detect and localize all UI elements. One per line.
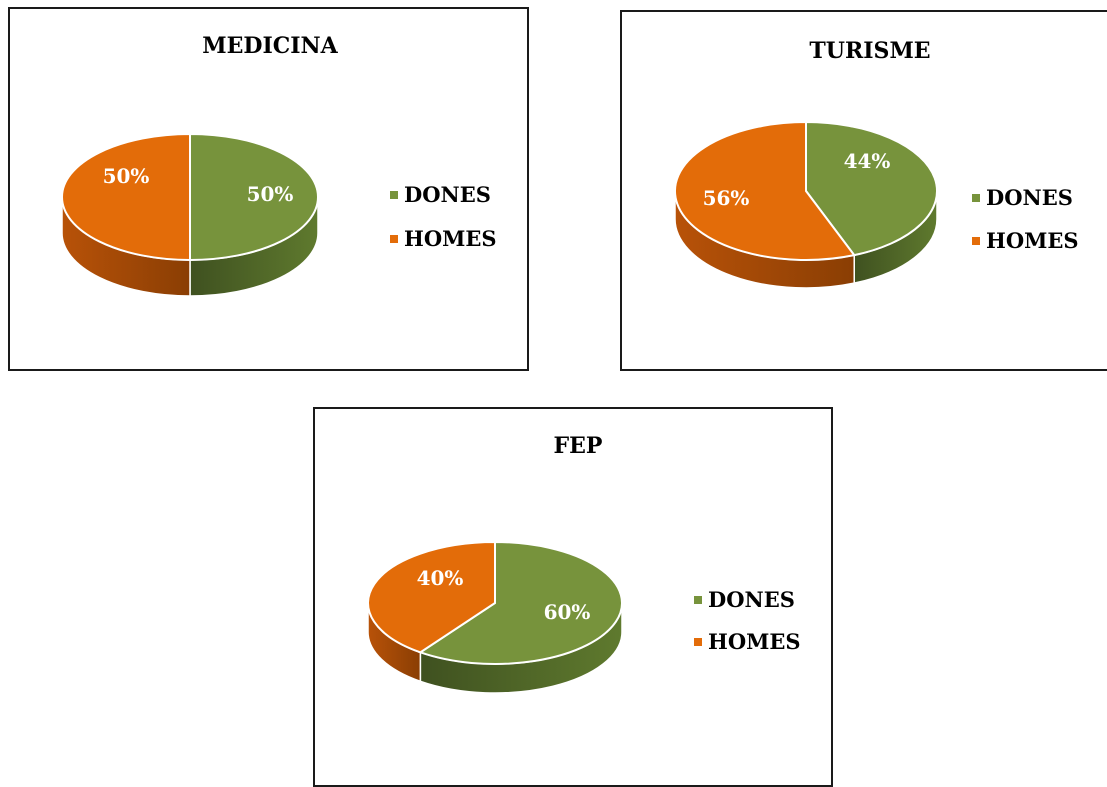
legend-swatch-dones (390, 191, 398, 199)
pie-slice-dones (189, 132, 319, 262)
data-label-dones: 50% (247, 182, 294, 206)
legend-swatch-homes (972, 237, 980, 245)
legend-swatch-homes (390, 235, 398, 243)
legend-swatch-dones (694, 596, 702, 604)
legend-label-dones: DONES (708, 587, 795, 612)
pie-slice-homes (367, 540, 496, 654)
pie-slice-homes (61, 132, 191, 262)
legend: DONES HOMES (694, 587, 801, 654)
pie-slice-homes (674, 120, 856, 261)
legend-label-homes: HOMES (986, 228, 1079, 253)
chart-panel-fep: FEP 60% 40% DONES HOMES (313, 407, 833, 787)
data-label-homes: 56% (703, 186, 750, 210)
chart-panel-medicina: MEDICINA 50% 50% DONES HOMES (8, 7, 529, 371)
legend-label-homes: HOMES (708, 629, 801, 654)
pie-turisme: 44% 56% (674, 120, 938, 289)
pie-chart-turisme: TURISME 44% 56% DONES HOMES (674, 38, 1079, 289)
pie-medicina: 50% 50% (61, 132, 319, 297)
legend-swatch-homes (694, 638, 702, 646)
data-label-homes: 50% (103, 164, 150, 188)
data-label-homes: 40% (417, 566, 464, 590)
pie-chart-fep: FEP 60% 40% DONES HOMES (367, 433, 801, 694)
legend: DONES HOMES (972, 185, 1079, 253)
chart-title: MEDICINA (202, 33, 338, 59)
pie-slice-dones (418, 540, 623, 665)
data-label-dones: 60% (544, 600, 591, 624)
legend-swatch-dones (972, 194, 980, 202)
chart-title: TURISME (809, 38, 930, 64)
pie-fep: 60% 40% (367, 540, 623, 694)
chart-panel-turisme: TURISME 44% 56% DONES HOMES (620, 10, 1107, 371)
legend-label-dones: DONES (986, 185, 1073, 210)
pie-slice-dones (805, 120, 938, 257)
pie-chart-medicina: MEDICINA 50% 50% DONES HOMES (61, 33, 497, 297)
data-label-dones: 44% (844, 149, 891, 173)
legend: DONES HOMES (390, 182, 497, 251)
legend-label-dones: DONES (404, 182, 491, 207)
chart-title: FEP (554, 433, 603, 459)
legend-label-homes: HOMES (404, 226, 497, 251)
